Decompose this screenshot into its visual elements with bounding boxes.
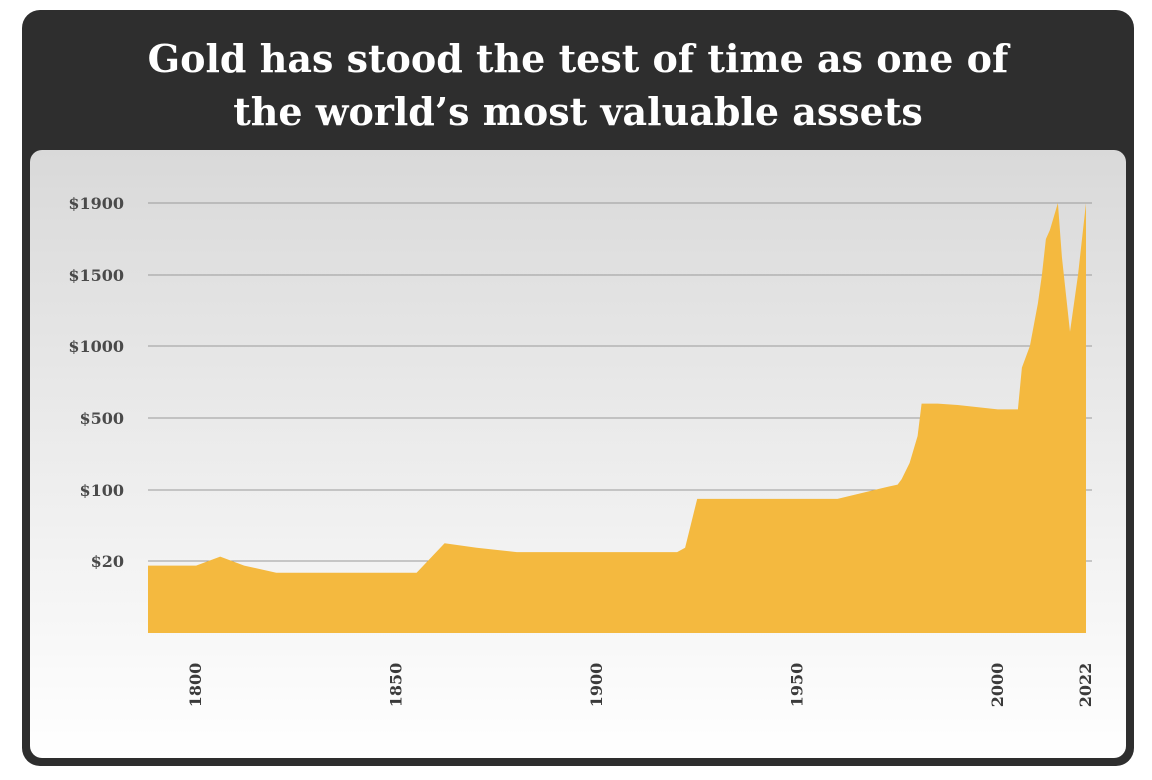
chart-title: Gold has stood the test of time as one o… — [22, 32, 1134, 138]
gold-price-area — [148, 203, 1086, 633]
x-tick-label: 2022 — [1076, 663, 1095, 708]
x-tick-label: 1900 — [587, 663, 606, 708]
y-tick-label: $1000 — [68, 337, 124, 356]
x-tick-label: 1800 — [186, 663, 205, 708]
y-tick-label: $100 — [79, 481, 124, 500]
y-tick-label: $500 — [79, 409, 124, 428]
y-tick-label: $1900 — [68, 194, 124, 213]
y-tick-label: $20 — [91, 552, 124, 571]
y-tick-label: $1500 — [68, 266, 124, 285]
x-tick-label: 2000 — [988, 663, 1007, 708]
chart-title-line-2: the world’s most valuable assets — [233, 89, 923, 134]
chart-title-line-1: Gold has stood the test of time as one o… — [147, 36, 1009, 81]
y-axis-ticks: $20 $100 $500 $1000 $1500 $1900 — [68, 194, 124, 571]
x-axis-ticks: 1800 1850 1900 1950 2000 2022 — [186, 663, 1095, 708]
chart-frame: Gold has stood the test of time as one o… — [22, 10, 1134, 766]
area-chart: $20$100$500$1000$1500$1900 1800 1850 1900 1… — [68, 194, 1095, 708]
chart-panel: $20 $100 $500 $1000 $1500 $1900 1800 1850 1900 1… — [30, 150, 1126, 758]
x-tick-label: 1850 — [387, 663, 406, 708]
x-tick-label: 1950 — [787, 663, 806, 708]
